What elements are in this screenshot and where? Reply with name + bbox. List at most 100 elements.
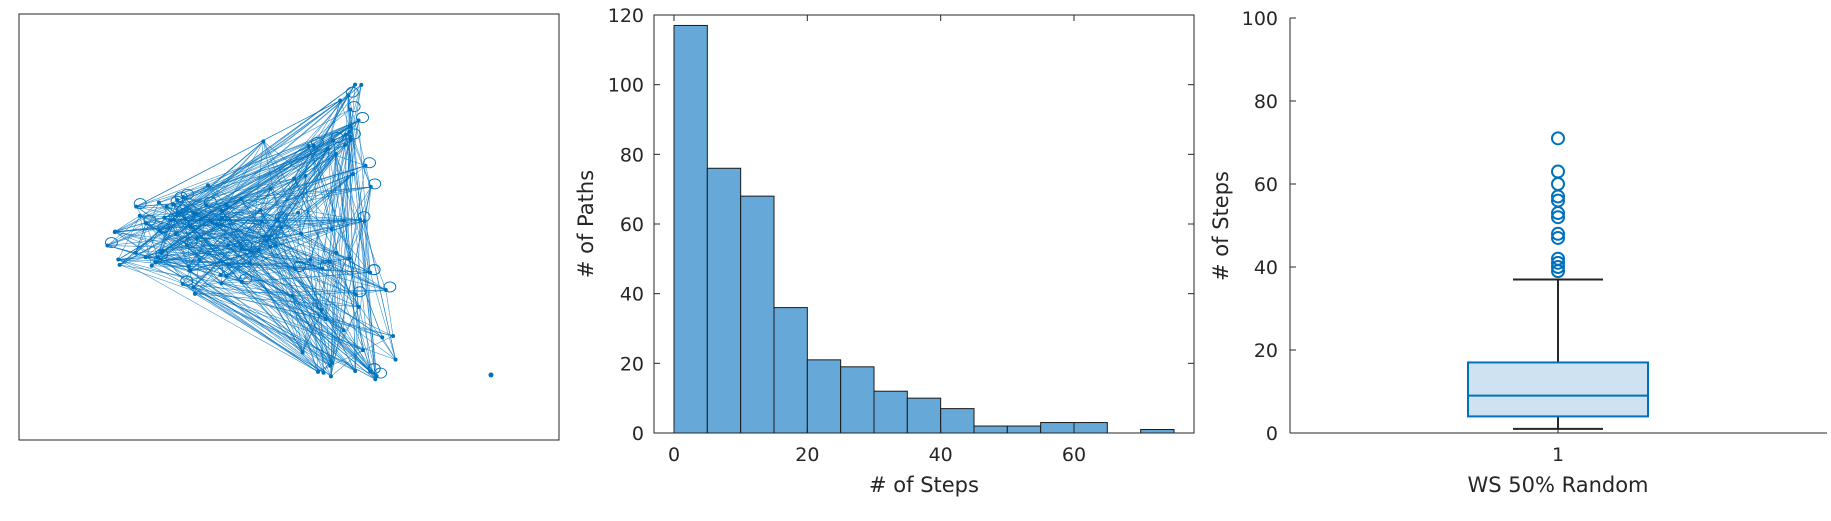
graph-node — [226, 243, 230, 247]
graph-node — [342, 328, 346, 332]
graph-node — [299, 232, 303, 236]
histogram-y-tick-label: 100 — [608, 75, 644, 97]
histogram-y-tick-label: 20 — [620, 353, 644, 375]
histogram-y-tick-label: 60 — [620, 214, 644, 236]
histogram-bar — [907, 398, 940, 433]
histogram-bar — [941, 409, 974, 433]
boxplot-y-tick-label: 40 — [1254, 257, 1278, 279]
graph-panel — [19, 14, 559, 440]
graph-node — [391, 334, 395, 338]
graph-node — [227, 263, 231, 267]
graph-node — [261, 139, 265, 143]
histogram-bar — [707, 168, 740, 433]
boxplot-x-axis-label: WS 50% Random — [1467, 473, 1648, 497]
graph-node — [296, 211, 300, 215]
graph-node — [292, 176, 296, 180]
graph-node — [144, 255, 148, 259]
graph-node — [150, 264, 154, 268]
histogram-x-tick-label: 60 — [1062, 444, 1086, 466]
graph-node — [262, 234, 266, 238]
graph-node — [172, 218, 176, 222]
graph-node — [343, 143, 347, 147]
graph-node — [257, 248, 261, 252]
histogram-x-tick-label: 20 — [795, 444, 819, 466]
graph-node — [351, 172, 355, 176]
graph-node — [326, 147, 330, 151]
outlier-marker — [1552, 132, 1564, 144]
graph-node — [342, 219, 346, 223]
histogram-y-tick-label: 120 — [608, 5, 644, 27]
boxplot-y-axis-label: # of Steps — [1209, 171, 1233, 281]
graph-node — [165, 204, 169, 208]
histogram-y-axis-label: # of Paths — [574, 170, 598, 278]
boxplot-y-tick-label: 0 — [1266, 423, 1278, 445]
graph-node — [160, 250, 164, 254]
graph-node — [357, 305, 361, 309]
histogram-bar — [874, 391, 907, 433]
graph-node — [224, 274, 228, 278]
graph-node — [265, 239, 269, 243]
graph-node — [269, 187, 273, 191]
graph-node — [248, 261, 252, 265]
boxplot-y-tick-label: 80 — [1254, 91, 1278, 113]
graph-node — [198, 257, 202, 261]
graph-node — [113, 229, 117, 233]
graph-isolated-node — [489, 373, 494, 378]
histogram-y-tick-label: 80 — [620, 144, 644, 166]
graph-node — [348, 125, 352, 129]
histogram-x-tick-label: 0 — [668, 444, 680, 466]
graph-node — [118, 263, 122, 267]
histogram-bar — [1041, 423, 1074, 433]
boxplot-marks — [1468, 132, 1648, 429]
graph-node — [353, 83, 357, 87]
histogram-y-tick-label: 40 — [620, 284, 644, 306]
graph-node — [206, 183, 210, 187]
graph-node — [220, 209, 224, 213]
histogram-x-tick-label: 40 — [929, 444, 953, 466]
graph-node — [347, 256, 351, 260]
histogram-bar — [741, 196, 774, 433]
histogram-bar — [1074, 423, 1107, 433]
histogram-bar — [841, 367, 874, 433]
graph-node — [330, 227, 334, 231]
boxplot-x-tick-label: 1 — [1552, 444, 1564, 466]
graph-node — [154, 260, 158, 264]
graph-node — [303, 174, 307, 178]
graph-node — [394, 358, 398, 362]
graph-node — [319, 308, 323, 312]
histogram-bars — [674, 25, 1174, 433]
histogram-y-tick-label: 0 — [632, 423, 644, 445]
graph-node — [361, 348, 365, 352]
outlier-marker — [1552, 178, 1564, 190]
graph-node — [338, 98, 342, 102]
graph-node — [174, 232, 178, 236]
graph-node — [188, 269, 192, 273]
graph-node — [380, 335, 384, 339]
graph-node — [353, 369, 357, 373]
graph-node — [258, 208, 262, 212]
graph-node — [329, 374, 333, 378]
graph-node — [219, 273, 223, 277]
histogram-bar — [774, 308, 807, 433]
outlier-marker — [1552, 166, 1564, 178]
histogram-bar — [807, 360, 840, 433]
graph-node — [239, 197, 243, 201]
graph-node — [334, 152, 338, 156]
graph-node — [134, 251, 138, 255]
graph-node — [220, 281, 224, 285]
graph-node — [279, 226, 283, 230]
histogram-bar — [674, 25, 707, 433]
graph-node — [274, 243, 278, 247]
graph-node — [199, 217, 203, 221]
graph-node — [308, 258, 312, 262]
graph-node — [290, 294, 294, 298]
graph-node — [328, 364, 332, 368]
graph-node — [162, 216, 166, 220]
graph-node — [116, 258, 120, 262]
graph-node — [260, 219, 264, 223]
graph-node — [187, 265, 191, 269]
graph-node — [316, 370, 320, 374]
